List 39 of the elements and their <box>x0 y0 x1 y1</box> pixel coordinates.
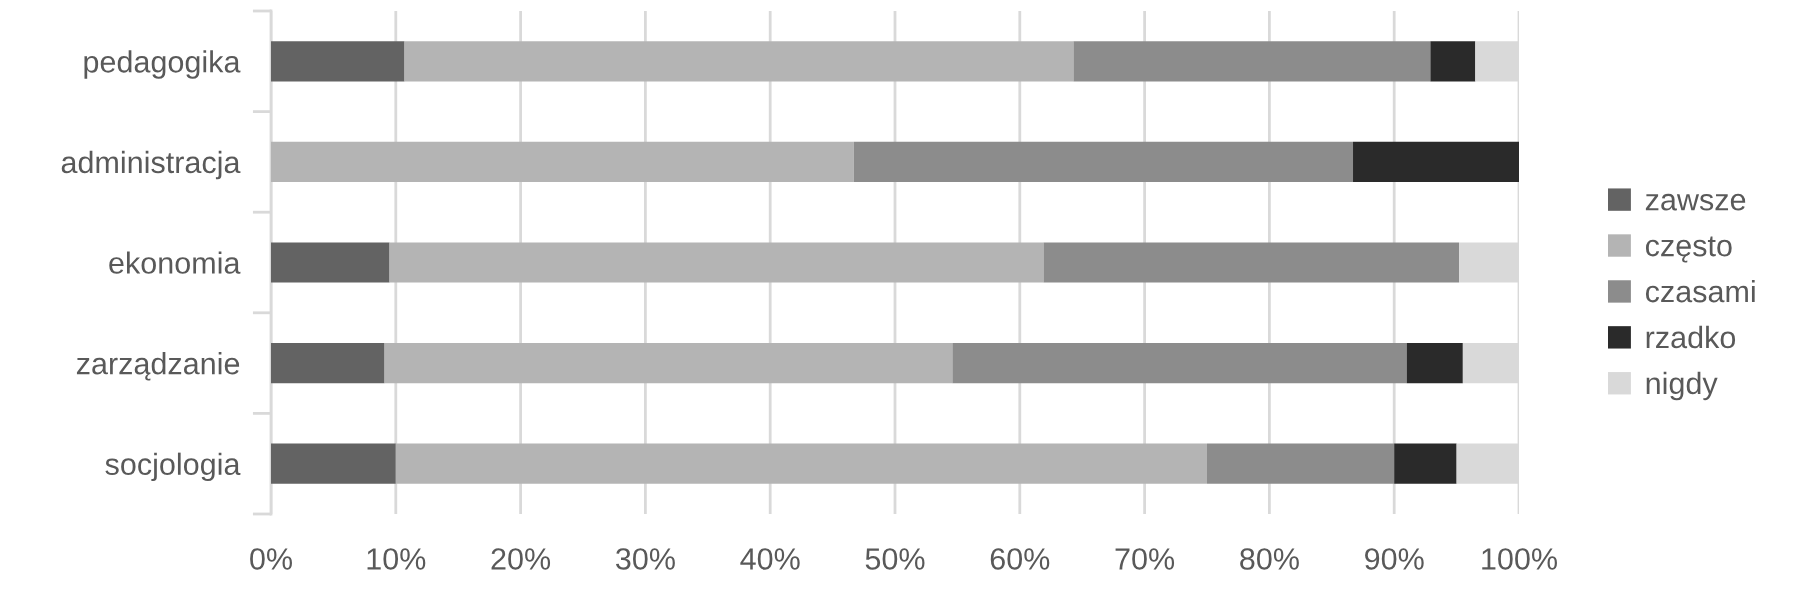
bar <box>1073 41 1431 82</box>
bar <box>395 443 1207 484</box>
x-tick-label: 10% <box>367 548 426 570</box>
x-tick-label: 100% <box>1482 548 1557 570</box>
legend-label: czasami <box>1645 279 1755 303</box>
legend-label: często <box>1645 236 1732 263</box>
x-tick-label: 60% <box>990 548 1050 570</box>
bar <box>1353 141 1519 183</box>
x-tick-label: 70% <box>1115 548 1175 570</box>
bar <box>952 342 1407 384</box>
bar <box>1207 443 1395 484</box>
bar <box>1043 242 1460 283</box>
x-tick-label: 40% <box>740 548 800 570</box>
x-tick-label: 0% <box>250 548 292 570</box>
bar <box>271 242 390 283</box>
bar <box>271 443 396 484</box>
bar <box>389 242 1044 283</box>
bar <box>271 41 405 82</box>
x-tick-label: 50% <box>865 548 925 570</box>
legend-label: nigdy <box>1646 371 1718 401</box>
bar <box>1430 41 1476 82</box>
bar <box>1394 443 1457 484</box>
bar <box>271 141 854 183</box>
bar <box>404 41 1074 82</box>
legend-label: rzadko <box>1646 325 1736 349</box>
x-tick-label: 30% <box>615 548 675 570</box>
y-tick-label: zarządzanie <box>76 352 240 381</box>
y-tick-label: pedagogika <box>84 50 241 79</box>
bar <box>271 342 385 384</box>
legend-label: zawsze <box>1645 193 1746 211</box>
x-tick-label: 80% <box>1240 548 1299 570</box>
bar <box>1406 342 1463 384</box>
y-tick-label: administracja <box>61 150 241 180</box>
bar <box>384 342 953 384</box>
x-tick-label: 20% <box>491 548 551 570</box>
bar <box>853 141 1354 183</box>
y-tick-label: ekonomia <box>109 251 241 274</box>
x-tick-label: 90% <box>1365 548 1424 570</box>
y-tick-label: socjologia <box>105 452 241 482</box>
